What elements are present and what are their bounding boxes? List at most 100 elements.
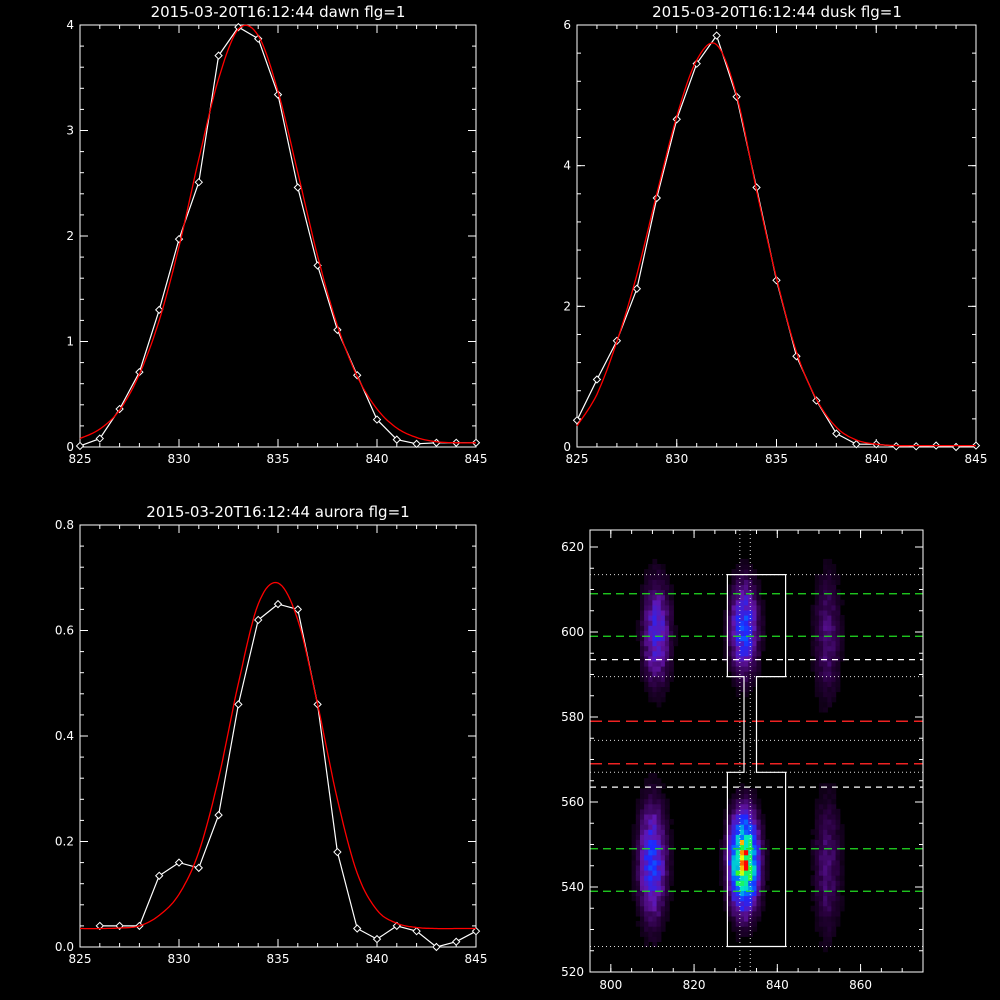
heatmap-cell xyxy=(735,798,741,805)
heatmap-cell xyxy=(648,671,654,677)
fit-curve xyxy=(80,581,476,930)
heatmap-cell xyxy=(723,844,728,851)
heatmap-cell xyxy=(748,676,753,682)
heatmap-cell xyxy=(814,609,820,616)
heatmap-cell xyxy=(818,574,824,580)
heatmap-cell xyxy=(814,844,820,851)
heatmap-cell xyxy=(839,599,845,606)
heatmap-cell xyxy=(818,895,824,902)
heatmap-cell xyxy=(744,915,749,922)
heatmap-cell xyxy=(635,880,641,886)
heatmap-cell xyxy=(648,870,654,876)
heatmap-cell xyxy=(719,849,724,856)
heatmap-cell xyxy=(648,798,654,805)
heatmap-cell xyxy=(723,834,728,840)
heatmap-cell xyxy=(823,620,828,626)
heatmap-cell xyxy=(814,676,820,682)
heatmap-cell xyxy=(835,676,841,682)
heatmap-cell xyxy=(660,793,666,800)
heatmap-cell xyxy=(735,615,741,621)
heatmap-cell xyxy=(727,589,733,596)
heatmap-cell xyxy=(660,890,666,897)
heatmap-cell xyxy=(635,630,641,636)
heatmap-cell xyxy=(648,813,654,820)
heatmap-cell xyxy=(660,681,666,687)
heatmap-cell xyxy=(656,778,662,784)
heatmap-cell xyxy=(631,849,637,856)
heatmap-cell xyxy=(810,905,816,912)
heatmap-cell xyxy=(652,824,658,830)
heatmap-cell xyxy=(669,854,674,861)
heatmap-cell xyxy=(652,915,658,922)
heatmap-cell xyxy=(631,870,637,876)
heatmap-cell xyxy=(727,650,733,657)
heatmap-cell xyxy=(835,905,841,912)
heatmap-cell xyxy=(752,839,758,846)
heatmap-cell xyxy=(660,609,666,616)
heatmap-cell xyxy=(644,905,649,912)
heatmap-cell xyxy=(648,696,654,703)
heatmap-cell xyxy=(752,803,758,810)
heatmap-cell xyxy=(814,660,820,667)
heatmap-cell xyxy=(810,839,816,846)
heatmap-cell xyxy=(814,630,820,636)
heatmap-cell xyxy=(731,808,737,815)
heatmap-cell xyxy=(756,650,762,657)
heatmap-cell xyxy=(739,915,745,922)
heatmap-cell xyxy=(831,854,837,861)
heatmap-cell xyxy=(756,604,762,611)
heatmap-cell xyxy=(760,813,766,820)
heatmap-cell xyxy=(656,788,662,795)
heatmap-cell xyxy=(635,824,641,830)
heatmap-cell xyxy=(656,660,662,667)
heatmap-cell xyxy=(644,660,649,667)
heatmap-cell xyxy=(652,931,658,937)
heatmap-cell xyxy=(660,834,666,840)
heatmap-cell xyxy=(839,829,845,835)
heatmap-cell xyxy=(818,609,824,616)
heatmap-cell xyxy=(735,864,741,871)
heatmap-cell xyxy=(823,895,828,902)
heatmap-cell xyxy=(660,854,666,861)
x-tick-label: 820 xyxy=(683,978,706,992)
heatmap-cell xyxy=(648,900,654,907)
heatmap-cell xyxy=(744,620,749,626)
heatmap-cell xyxy=(752,599,758,606)
heatmap-cell xyxy=(818,885,824,891)
data-point xyxy=(392,435,402,444)
heatmap-cell xyxy=(739,834,745,840)
heatmap-cell xyxy=(756,798,762,805)
heatmap-cell xyxy=(656,859,662,866)
heatmap-cell xyxy=(823,915,828,922)
heatmap-cell xyxy=(644,584,649,591)
heatmap-cell xyxy=(831,793,837,800)
heatmap-cell xyxy=(644,615,649,621)
y-tick-label: 1 xyxy=(66,335,74,349)
heatmap-cell xyxy=(664,589,670,596)
data-point xyxy=(412,439,421,449)
heatmap-cell xyxy=(656,783,662,789)
heatmap-cell xyxy=(748,798,753,805)
heatmap-cell xyxy=(669,584,674,591)
heatmap-cell xyxy=(669,819,674,825)
dawn-line-plot: 2015-03-20T16:12:44 dawn flg=1 825 830 835… xyxy=(66,3,487,466)
heatmap-cell xyxy=(810,666,816,672)
heatmap-cell xyxy=(823,599,828,606)
heatmap-cell xyxy=(818,839,824,846)
heatmap-cell xyxy=(640,640,645,647)
heatmap-cell xyxy=(739,859,745,866)
heatmap-cell xyxy=(748,686,753,693)
heatmap-cell xyxy=(827,900,833,907)
heatmap-cell xyxy=(640,864,645,871)
heatmap-cell xyxy=(669,604,674,611)
heatmap-cell xyxy=(656,921,662,927)
heatmap-cell xyxy=(823,609,828,616)
heatmap-cell xyxy=(656,910,662,917)
heatmap-cell xyxy=(839,844,845,851)
heatmap-cell xyxy=(823,849,828,856)
heatmap-cell xyxy=(827,824,833,830)
heatmap-cell xyxy=(727,900,733,907)
heatmap-cell xyxy=(831,671,837,677)
heatmap-cell xyxy=(727,798,733,805)
heatmap-cell xyxy=(660,783,666,789)
